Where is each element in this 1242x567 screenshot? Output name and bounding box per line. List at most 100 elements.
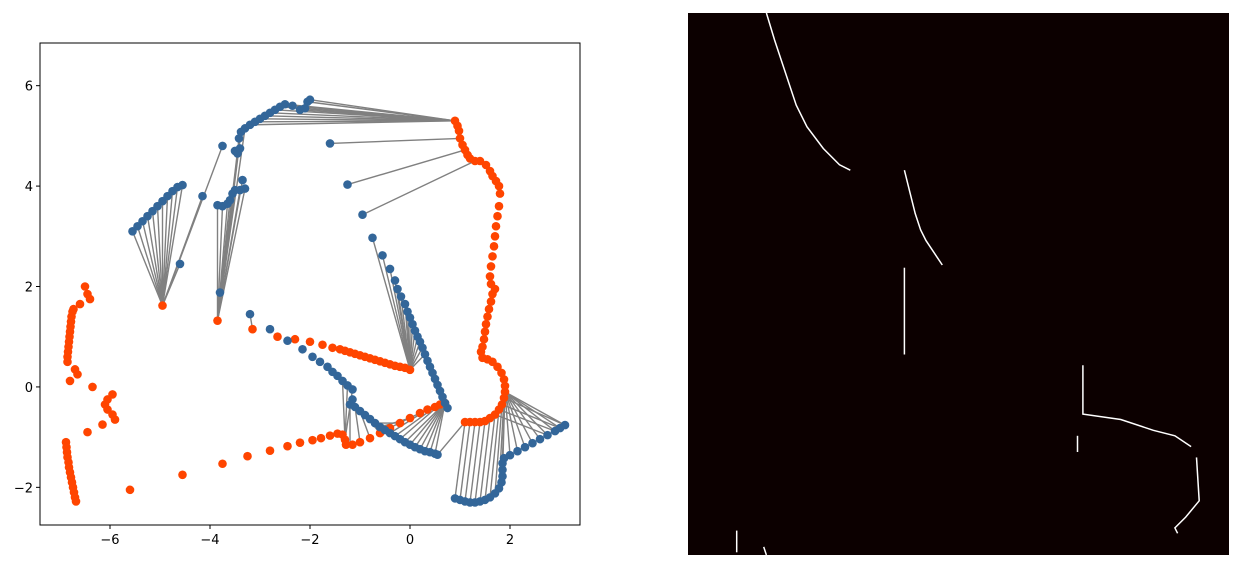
data-point	[325, 139, 335, 148]
data-point	[316, 433, 326, 443]
data-point	[198, 191, 207, 201]
data-point	[385, 264, 395, 274]
correspondence-line	[379, 417, 411, 428]
data-point	[498, 471, 507, 481]
data-point	[234, 134, 244, 143]
data-point	[83, 427, 92, 437]
correspondence-line	[354, 406, 361, 443]
data-point	[405, 413, 415, 423]
data-point	[288, 101, 297, 111]
data-point	[75, 299, 85, 309]
correspondence-line	[309, 99, 456, 122]
data-point	[240, 184, 250, 193]
data-point	[486, 262, 496, 271]
data-point	[265, 324, 275, 334]
correspondence-line	[474, 420, 486, 503]
correspondence-line	[161, 191, 174, 306]
data-point	[560, 420, 570, 430]
data-point	[298, 344, 307, 354]
correspondence-line	[409, 402, 446, 446]
data-point	[405, 365, 415, 375]
data-point	[493, 211, 502, 221]
edge-line	[762, 546, 768, 556]
data-point	[479, 334, 489, 344]
edge-lines	[735, 12, 1200, 556]
edge-line	[903, 170, 943, 266]
data-point	[513, 446, 522, 456]
data-point	[305, 337, 315, 347]
correspondence-line	[341, 380, 346, 440]
data-point	[505, 450, 515, 460]
data-point	[348, 385, 357, 394]
data-point	[243, 451, 252, 461]
correspondence-line	[498, 408, 556, 432]
y-tick-label: 0	[25, 381, 33, 396]
correspondence-line	[216, 128, 246, 321]
data-point	[65, 376, 75, 386]
data-point	[280, 99, 290, 109]
data-point	[423, 405, 432, 414]
correspondence-line	[464, 421, 476, 502]
data-point	[300, 103, 310, 113]
data-point	[73, 370, 82, 379]
correspondence-line	[344, 385, 349, 440]
correspondence-line	[414, 402, 446, 448]
data-point	[450, 116, 460, 126]
edge-line	[1173, 457, 1200, 534]
data-point	[218, 141, 227, 151]
data-point	[491, 221, 501, 231]
data-point	[483, 312, 492, 321]
correspondence-line	[151, 211, 164, 306]
data-point	[295, 438, 305, 447]
data-point	[245, 309, 255, 319]
correspondence-line	[161, 196, 169, 306]
correspondence-line	[504, 391, 556, 432]
correspondence-line	[454, 421, 466, 499]
data-point	[520, 442, 530, 452]
data-point	[305, 95, 315, 105]
data-point	[110, 415, 120, 424]
correspondence-line	[504, 391, 548, 436]
correspondence-lines	[131, 99, 566, 503]
data-point	[378, 251, 387, 260]
correspondence-line	[501, 403, 561, 429]
data-point	[485, 272, 495, 281]
correspondence-line	[494, 413, 548, 436]
data-point	[405, 313, 415, 322]
data-point	[213, 316, 222, 325]
data-point	[500, 387, 510, 397]
correspondence-line	[436, 421, 466, 456]
correspondence-line	[216, 179, 244, 321]
data-point	[408, 319, 417, 329]
correspondence-line	[489, 409, 500, 498]
data-point	[390, 276, 400, 285]
data-point	[348, 395, 357, 404]
data-point	[355, 437, 365, 447]
data-point	[488, 252, 497, 261]
data-point	[480, 327, 490, 336]
correspondence-line	[131, 231, 164, 306]
orange-point-series	[61, 116, 510, 506]
data-point	[348, 440, 357, 449]
data-point	[325, 431, 335, 440]
data-point	[85, 294, 95, 304]
data-point	[486, 279, 496, 289]
y-axis: −2 0 2 4 6	[14, 80, 40, 496]
data-point	[178, 180, 187, 190]
data-point	[315, 357, 325, 367]
data-point	[283, 441, 292, 451]
edge-line	[1082, 365, 1192, 448]
data-point	[225, 195, 235, 205]
correspondence-line	[329, 137, 461, 145]
correspondence-line	[371, 237, 411, 371]
data-point	[238, 175, 247, 185]
data-point	[158, 301, 167, 310]
y-tick-label: 2	[25, 281, 33, 296]
correspondence-line	[156, 206, 164, 306]
x-tick-label: 2	[506, 533, 514, 548]
correspondence-line	[409, 341, 421, 371]
x-tick-label: −6	[100, 533, 119, 548]
data-point	[80, 282, 90, 291]
correspondence-line	[161, 184, 184, 306]
correspondence-line	[434, 402, 446, 454]
